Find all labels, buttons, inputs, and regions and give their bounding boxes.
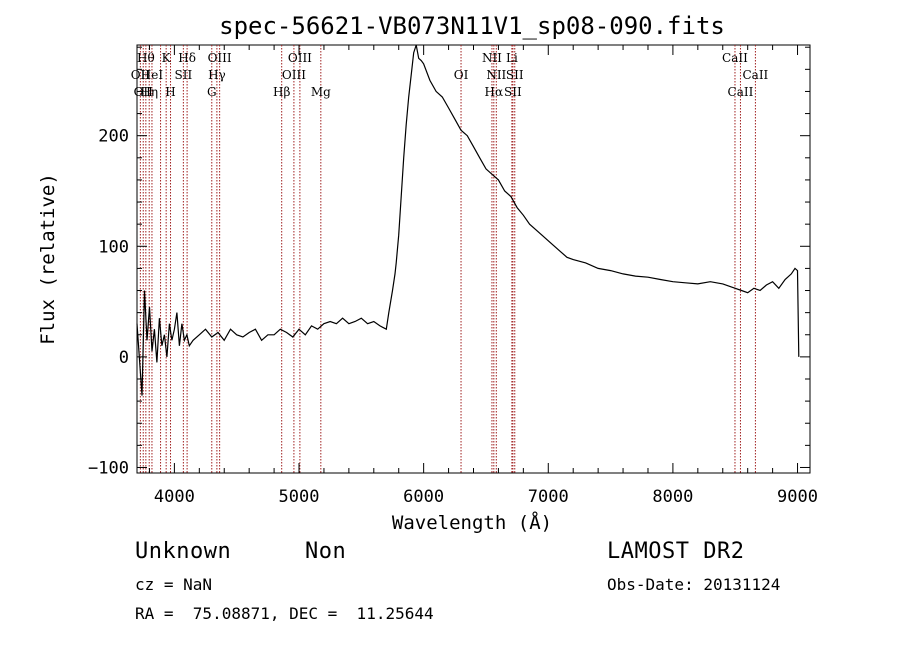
y-axis-label: Flux (relative) bbox=[37, 173, 59, 345]
line-marker-label: Li bbox=[506, 51, 518, 65]
survey-name: LAMOST DR2 bbox=[607, 539, 745, 564]
line-marker-label: OIII bbox=[282, 68, 306, 82]
y-tick-label: 100 bbox=[98, 237, 129, 257]
object-class: Unknown bbox=[135, 539, 232, 564]
plot-frame bbox=[136, 44, 811, 474]
line-marker-label: CaII bbox=[722, 51, 748, 65]
line-marker-label: Hγ bbox=[208, 68, 226, 82]
axis-ticks bbox=[137, 45, 810, 473]
line-marker-label: CaII bbox=[728, 85, 754, 99]
observation-date: Obs-Date: 20131124 bbox=[607, 575, 781, 594]
line-marker-label: OII bbox=[134, 85, 154, 99]
line-marker-label: Hβ bbox=[273, 85, 290, 99]
line-marker-label: NII bbox=[486, 68, 506, 82]
spectral-line-labels: OIIOIIHθHηHeIKHSIIHδGHγOIIIHβOIIIOIIIMgO… bbox=[131, 51, 769, 99]
x-tick-label: 4000 bbox=[154, 487, 195, 507]
x-tick-label: 5000 bbox=[279, 487, 320, 507]
x-tick-label: 6000 bbox=[403, 487, 444, 507]
line-marker-label: SII bbox=[506, 68, 524, 82]
line-marker-label: Hη bbox=[140, 85, 158, 99]
line-marker-label: OII bbox=[131, 68, 151, 82]
line-marker-label: Hα bbox=[485, 85, 504, 99]
line-marker-label: OIII bbox=[288, 51, 312, 65]
line-marker-label: OI bbox=[454, 68, 469, 82]
object-subclass: Non bbox=[305, 539, 347, 564]
line-marker-label: H bbox=[165, 85, 175, 99]
line-marker-label: Hθ bbox=[137, 51, 155, 65]
spectral-line-markers bbox=[139, 45, 756, 473]
redshift-cz: cz = NaN bbox=[135, 575, 213, 594]
y-tick-label: 0 bbox=[119, 348, 129, 368]
x-tick-label: 9000 bbox=[777, 487, 818, 507]
line-marker-label: SII bbox=[175, 68, 193, 82]
x-tick-label: 7000 bbox=[528, 487, 569, 507]
line-marker-label: Hδ bbox=[178, 51, 196, 65]
line-marker-label: G bbox=[207, 85, 217, 99]
line-marker-label: CaII bbox=[742, 68, 768, 82]
x-axis-label: Wavelength (Å) bbox=[392, 511, 552, 534]
y-tick-label: −100 bbox=[88, 458, 129, 478]
tick-labels: 4000 5000 6000 7000 8000 9000 −100 0 100 200 bbox=[88, 127, 818, 507]
coordinates: RA = 75.08871, DEC = 11.25644 bbox=[135, 604, 434, 623]
chart-title: spec-56621-VB073N11V1_sp08-090.fits bbox=[219, 12, 725, 40]
line-marker-label: HeI bbox=[141, 68, 164, 82]
line-marker-label: K bbox=[162, 51, 172, 65]
line-marker-label: SII bbox=[504, 85, 522, 99]
line-marker-label: NII bbox=[482, 51, 502, 65]
line-marker-label: OIII bbox=[208, 51, 232, 65]
x-tick-label: 8000 bbox=[652, 487, 693, 507]
line-marker-label: Mg bbox=[311, 85, 331, 99]
y-tick-label: 200 bbox=[98, 127, 129, 147]
spectrum-series-line bbox=[136, 44, 800, 396]
